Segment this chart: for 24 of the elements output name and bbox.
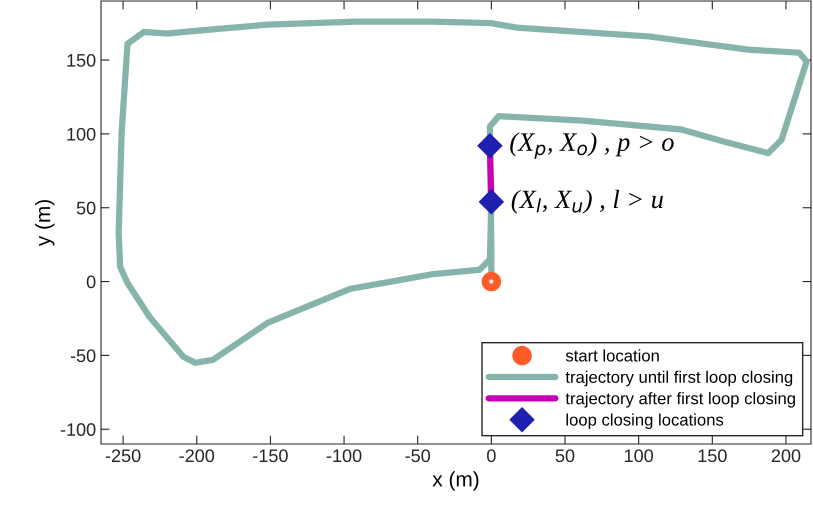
x-tick-label: -50 [405, 449, 430, 462]
y-tick-label: 100 [67, 128, 96, 141]
legend-label: start location [566, 349, 659, 362]
x-tick-label: 0 [487, 449, 496, 462]
legend-label: loop closing locations [566, 413, 724, 429]
x-axis-title: x (m) [432, 471, 478, 491]
x-tick-label: 50 [556, 449, 574, 462]
x-tick-label: -250 [106, 449, 140, 462]
y-tick-label: -50 [70, 349, 96, 362]
x-tick-label: 200 [772, 449, 800, 462]
y-tick-label: -100 [60, 423, 96, 436]
y-axis-title: y (m) [35, 200, 54, 246]
annotation: (X$_{l}$, X$_{u}$) , l > u [512, 190, 663, 214]
legend-label: trajectory after first loop closing [566, 392, 795, 408]
x-tick-label: 150 [698, 449, 727, 462]
y-tick-label: 0 [86, 276, 96, 288]
x-tick-label: 100 [624, 449, 654, 462]
x-tick-label: -150 [253, 449, 288, 462]
annotation: (X$_{p}$, X$_{o}$) , p > o [510, 132, 674, 159]
legend-label: trajectory until first loop closing [566, 370, 792, 386]
y-tick-label: 150 [67, 54, 96, 67]
x-tick-label: -200 [179, 449, 214, 462]
y-tick-label: 50 [76, 202, 96, 214]
x-tick-label: -100 [326, 449, 362, 462]
